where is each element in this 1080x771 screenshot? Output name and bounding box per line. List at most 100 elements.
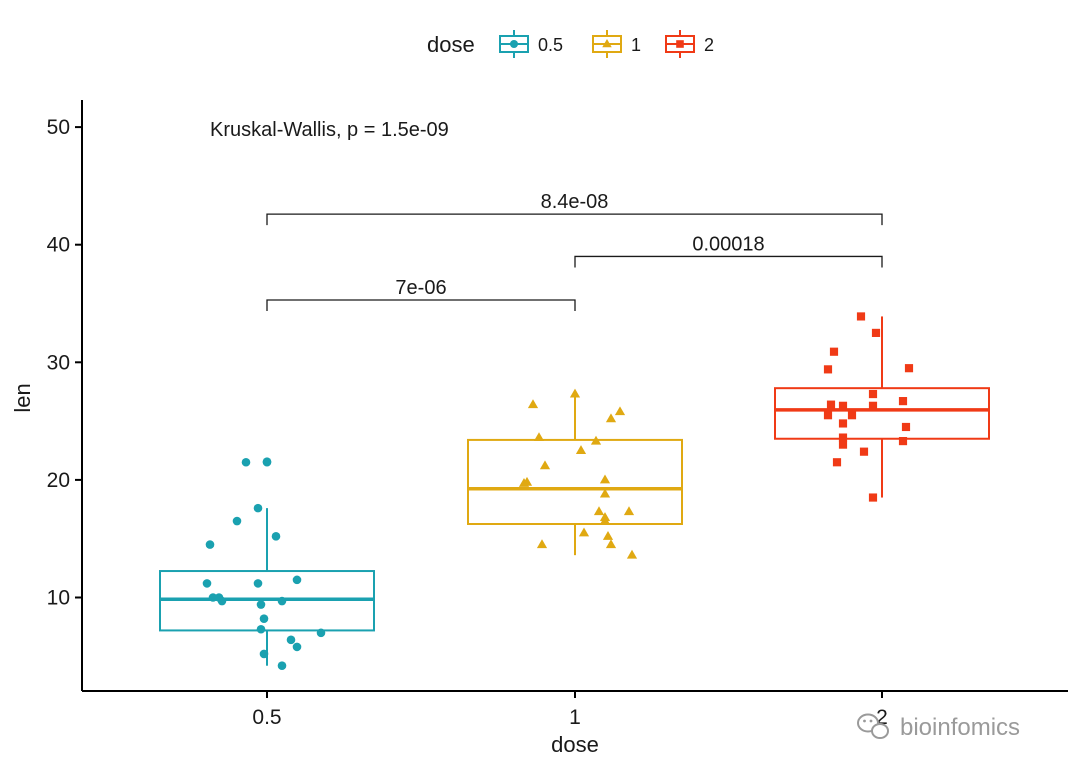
data-point bbox=[208, 593, 218, 602]
data-point bbox=[602, 530, 614, 540]
data-point bbox=[847, 411, 857, 420]
wechat-icon bbox=[857, 713, 889, 739]
points bbox=[202, 312, 914, 671]
data-point bbox=[898, 437, 908, 446]
y-tick-label: 20 bbox=[47, 469, 70, 492]
data-point bbox=[253, 503, 263, 513]
data-point bbox=[262, 457, 272, 466]
data-point bbox=[599, 474, 611, 484]
data-point bbox=[202, 579, 212, 588]
x-tick-label: 1 bbox=[569, 706, 581, 729]
y-tick-label: 50 bbox=[47, 116, 70, 139]
box-body bbox=[774, 387, 990, 440]
box-1 bbox=[467, 394, 683, 556]
data-point bbox=[590, 435, 602, 445]
data-point bbox=[271, 532, 281, 541]
x-tick-label: 2 bbox=[876, 706, 888, 729]
box-body bbox=[467, 438, 683, 525]
y-tick-label: 30 bbox=[47, 351, 70, 374]
y-axis-title: len bbox=[10, 383, 35, 412]
data-point bbox=[539, 460, 551, 470]
data-point bbox=[205, 540, 215, 549]
data-point bbox=[259, 614, 269, 623]
data-point bbox=[569, 388, 581, 398]
legend-item: 1 bbox=[592, 30, 641, 58]
legend-item: 0.5 bbox=[499, 30, 563, 58]
data-point bbox=[868, 493, 878, 502]
points-1 bbox=[518, 388, 638, 559]
data-point bbox=[241, 457, 251, 467]
comparison-bracket: 7e-06 bbox=[266, 277, 576, 311]
data-point bbox=[838, 433, 848, 442]
data-point bbox=[533, 432, 545, 442]
data-point bbox=[829, 347, 839, 356]
data-point bbox=[232, 516, 242, 526]
data-point bbox=[838, 401, 848, 410]
axes: 10 20 30 40 50 0.5 1 2 bbox=[47, 100, 1068, 729]
legend: dose 0.5 1 2 bbox=[427, 30, 714, 58]
y-tick-label: 40 bbox=[47, 234, 70, 257]
bracket-line bbox=[266, 299, 576, 311]
x-tick-label: 0.5 bbox=[252, 706, 281, 729]
legend-title: dose bbox=[427, 32, 475, 57]
legend-label: 2 bbox=[704, 35, 714, 55]
points-0.5 bbox=[202, 457, 326, 671]
data-point bbox=[277, 661, 287, 671]
data-point bbox=[868, 401, 878, 410]
comparison-bracket: 8.4e-08 bbox=[266, 191, 883, 226]
data-point bbox=[832, 458, 842, 467]
data-point bbox=[521, 476, 533, 486]
data-point bbox=[626, 549, 638, 559]
bracket-line bbox=[266, 213, 883, 226]
data-point bbox=[214, 593, 224, 602]
data-point bbox=[898, 397, 908, 406]
data-point bbox=[527, 399, 539, 409]
data-point bbox=[316, 628, 326, 638]
box-2 bbox=[774, 316, 990, 498]
data-point bbox=[292, 642, 302, 652]
data-point bbox=[605, 539, 617, 549]
watermark: bioinfomics bbox=[857, 713, 1020, 741]
legend-item: 2 bbox=[665, 30, 714, 58]
data-point bbox=[536, 539, 548, 549]
data-point bbox=[623, 506, 635, 516]
p-value-label: 7e-06 bbox=[395, 277, 446, 299]
bracket-line bbox=[574, 255, 883, 268]
legend-marker bbox=[510, 40, 518, 48]
data-point bbox=[256, 600, 266, 609]
data-point bbox=[259, 649, 269, 659]
data-point bbox=[826, 400, 836, 409]
legend-marker bbox=[602, 39, 612, 48]
data-point bbox=[599, 488, 611, 498]
data-point bbox=[256, 624, 266, 634]
global-test-label: Kruskal-Wallis, p = 1.5e-09 bbox=[210, 119, 449, 141]
legend-label: 1 bbox=[631, 35, 641, 55]
data-point bbox=[901, 422, 911, 432]
data-point bbox=[593, 506, 605, 516]
legend-label: 0.5 bbox=[538, 35, 563, 55]
y-tick-label: 10 bbox=[47, 587, 70, 610]
legend-marker bbox=[676, 40, 684, 48]
box-0.5 bbox=[159, 508, 375, 666]
data-point bbox=[578, 527, 590, 537]
boxes bbox=[159, 316, 990, 666]
data-point bbox=[856, 312, 866, 321]
data-point bbox=[599, 512, 611, 522]
comparison-bracket: 0.00018 bbox=[574, 233, 883, 268]
data-point bbox=[823, 411, 833, 420]
data-point bbox=[253, 579, 263, 588]
data-point bbox=[614, 406, 626, 416]
data-point bbox=[277, 596, 287, 606]
data-point bbox=[868, 389, 878, 399]
data-point bbox=[605, 413, 617, 423]
points-2 bbox=[823, 312, 914, 502]
comparisons: 7e-06 0.00018 8.4e-08 bbox=[266, 191, 883, 311]
data-point bbox=[575, 445, 587, 454]
data-point bbox=[904, 364, 914, 373]
data-point bbox=[871, 328, 881, 337]
data-point bbox=[859, 447, 869, 456]
x-axis-title: dose bbox=[551, 732, 599, 757]
p-value-label: 0.00018 bbox=[692, 233, 764, 255]
data-point bbox=[292, 575, 302, 585]
data-point bbox=[838, 440, 848, 449]
